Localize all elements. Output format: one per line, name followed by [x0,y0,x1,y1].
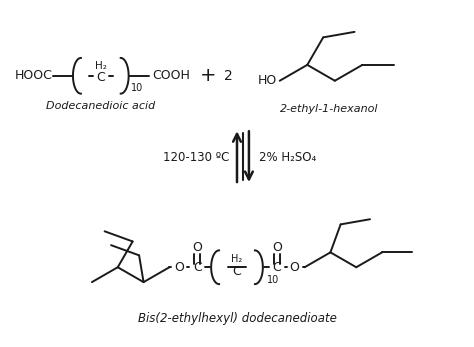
Text: +: + [200,66,217,85]
Text: C: C [193,261,201,274]
Text: Dodecanedioic acid: Dodecanedioic acid [46,101,155,111]
Text: 2% H₂SO₄: 2% H₂SO₄ [259,151,316,164]
Text: O: O [192,241,202,254]
Text: O: O [174,261,184,274]
Text: HOOC: HOOC [15,69,53,82]
Text: C: C [96,71,105,84]
Text: 10: 10 [267,275,279,285]
Text: 2-ethyl-1-hexanol: 2-ethyl-1-hexanol [280,103,379,113]
Text: 120-130 ºC: 120-130 ºC [163,151,229,164]
Text: H₂: H₂ [231,254,243,264]
Text: HO: HO [258,74,277,87]
Text: C: C [233,265,241,278]
Text: 10: 10 [131,83,143,93]
Text: O: O [290,261,300,274]
Text: O: O [272,241,282,254]
Text: 2: 2 [224,69,232,83]
Text: COOH: COOH [153,69,191,82]
Text: C: C [273,261,281,274]
Text: H₂: H₂ [95,61,107,71]
Text: Bis(2-ethylhexyl) dodecanedioate: Bis(2-ethylhexyl) dodecanedioate [137,312,337,325]
